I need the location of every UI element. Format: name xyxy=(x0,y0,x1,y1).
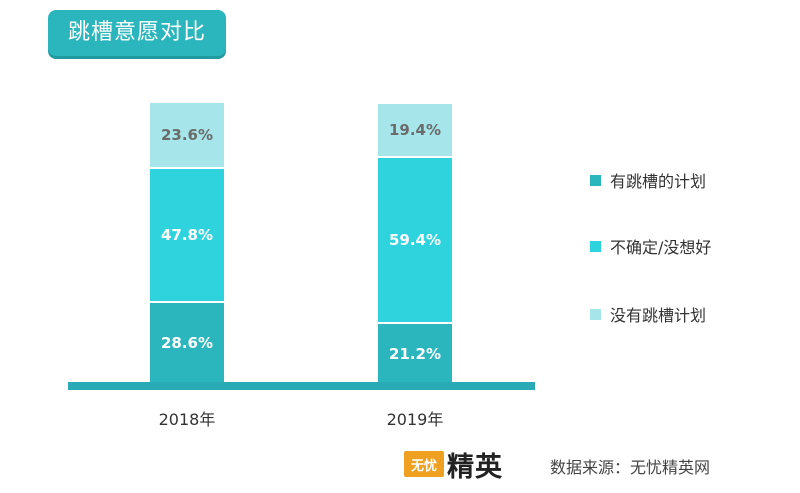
data-label: 19.4% xyxy=(388,121,442,139)
bar-segment: 28.6% xyxy=(150,303,224,383)
x-axis-baseline xyxy=(68,382,535,390)
logo-badge: 无忧 xyxy=(404,451,444,477)
bar-1: 28.6% 47.8% 23.6% xyxy=(150,103,224,383)
data-source-note: 数据来源：无忧精英网 xyxy=(550,458,711,477)
legend-label: 不确定/没想好 xyxy=(610,238,712,257)
data-label: 21.2% xyxy=(388,344,442,363)
data-label: 28.6% xyxy=(160,334,214,352)
bar-segment: 59.4% xyxy=(378,158,452,324)
bar-segment: 21.2% xyxy=(378,324,452,383)
x-tick-label: 2018年 xyxy=(158,410,216,429)
bar-2: 21.2% 59.4% 19.4% xyxy=(378,103,452,383)
legend-label: 有跳槽的计划 xyxy=(610,172,707,191)
legend-item: 没有跳槽计划 xyxy=(590,302,706,326)
legend-swatch xyxy=(590,174,601,186)
bar-segment: 19.4% xyxy=(378,104,452,158)
bar-segment: 23.6% xyxy=(150,103,224,169)
legend-swatch xyxy=(590,240,601,252)
bar-segment: 47.8% xyxy=(150,169,224,303)
data-label: 47.8% xyxy=(160,226,214,244)
x-tick-label: 2019年 xyxy=(386,410,444,429)
legend-item: 有跳槽的计划 xyxy=(590,168,706,192)
footer-logo: 无忧 精英 xyxy=(404,446,503,483)
logo-text: 精英 xyxy=(447,451,503,483)
legend-swatch xyxy=(590,308,601,320)
legend-item: 不确定/没想好 xyxy=(590,234,711,258)
chart-title: 跳槽意愿对比 xyxy=(48,10,226,56)
data-label: 59.4% xyxy=(388,231,442,249)
data-label: 23.6% xyxy=(160,126,214,144)
legend-label: 没有跳槽计划 xyxy=(610,306,707,325)
